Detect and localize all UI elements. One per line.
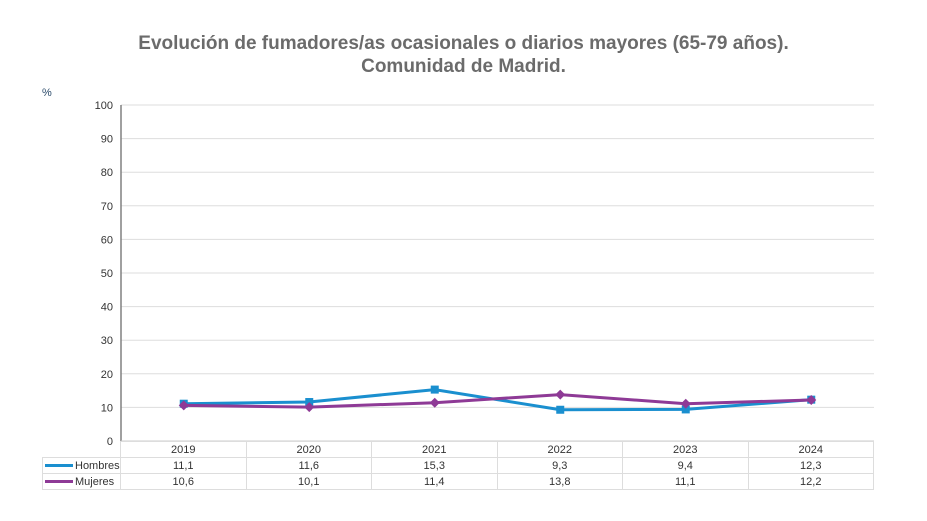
data-label: 15,3 [371, 457, 498, 474]
legend-entry: Hombres [42, 457, 121, 474]
chart-title-line-1: Evolución de fumadores/as ocasionales o … [138, 33, 789, 54]
legend-swatch-icon [45, 464, 73, 468]
y-tick-label: 70 [101, 201, 113, 213]
data-label: 12,2 [747, 473, 874, 490]
data-label: 11,1 [622, 473, 749, 490]
x-tick-label: 2022 [496, 441, 623, 458]
chart-title-line-2: Comunidad de Madrid. [361, 56, 566, 77]
data-point [556, 405, 565, 414]
data-label: 11,4 [371, 473, 498, 490]
y-tick-label: 60 [101, 234, 113, 246]
y-tick-label: 10 [101, 402, 113, 414]
data-label: 9,4 [622, 457, 749, 474]
y-tick-label: 0 [107, 436, 113, 448]
data-label: 11,6 [245, 457, 372, 474]
chart-title: Evolución de fumadores/as ocasionales o … [0, 32, 927, 78]
y-tick-label: 90 [101, 134, 113, 146]
y-tick-label: 100 [95, 100, 113, 112]
data-point [429, 397, 440, 408]
data-label: 13,8 [496, 473, 623, 490]
table-corner [43, 442, 121, 458]
x-tick-label: 2024 [747, 441, 874, 458]
y-axis-label: % [42, 87, 52, 99]
data-point [681, 405, 690, 414]
data-label: 10,6 [120, 473, 247, 490]
legend-entry: Mujeres [42, 473, 121, 490]
data-point [430, 385, 439, 394]
data-point [555, 389, 566, 400]
data-label: 9,3 [496, 457, 623, 474]
legend-label: Mujeres [75, 475, 115, 488]
x-tick-label: 2021 [371, 441, 498, 458]
legend-swatch-icon [45, 480, 73, 484]
data-point [304, 402, 315, 413]
table-row: Hombres 11,1 11,6 15,3 9,3 9,4 12,3 [42, 457, 874, 474]
series-line-mujeres [183, 393, 812, 409]
table-row: Mujeres 10,6 10,1 11,4 13,8 11,1 12,2 [42, 473, 874, 490]
data-label: 11,1 [120, 457, 247, 474]
data-point [680, 398, 691, 409]
data-label: 12,3 [747, 457, 874, 474]
data-point [305, 398, 314, 407]
data-point [178, 400, 189, 411]
data-table: 2019 2020 2021 2022 2023 2024 Hombres 11,1 11,6 1… [42, 441, 874, 490]
data-point [806, 395, 817, 406]
x-tick-label: 2020 [245, 441, 372, 458]
legend-label: Hombres [75, 459, 120, 472]
y-tick-label: 50 [101, 268, 113, 280]
x-tick-label: 2019 [120, 441, 247, 458]
table-header-row: 2019 2020 2021 2022 2023 2024 [43, 441, 874, 458]
x-tick-label: 2023 [622, 441, 749, 458]
y-tick-label: 40 [101, 302, 113, 314]
y-tick-label: 80 [101, 167, 113, 179]
y-tick-label: 30 [101, 335, 113, 347]
data-label: 10,1 [245, 473, 372, 490]
y-tick-label: 20 [101, 369, 113, 381]
